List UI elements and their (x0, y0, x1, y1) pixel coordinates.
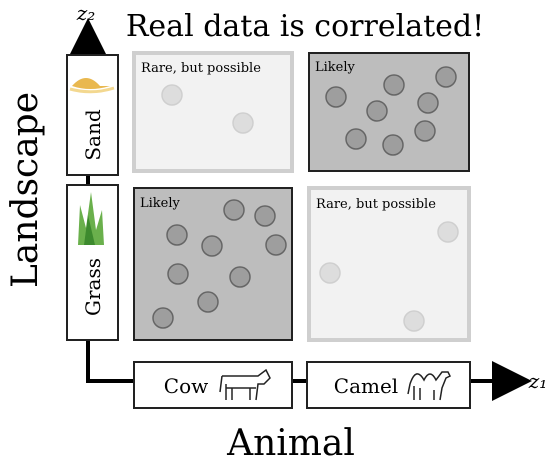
sand-icon (72, 78, 110, 89)
points (325, 66, 457, 156)
points (319, 221, 459, 332)
column-label: Camel (334, 374, 398, 398)
cow-icon (219, 368, 271, 401)
cell-label: Rare, but possible (141, 61, 261, 76)
cell-label: Likely (140, 196, 181, 211)
sand-icon (69, 86, 115, 94)
z2-symbol: z₂ (76, 1, 96, 25)
row-box (66, 54, 119, 176)
cell-label: Likely (315, 60, 356, 75)
cell-rare (132, 51, 294, 173)
cell-label: Rare, but possible (316, 197, 436, 212)
points (152, 199, 287, 329)
camel-icon (407, 371, 452, 401)
column-box (133, 361, 293, 409)
column-label: Cow (164, 374, 208, 398)
title: Real data is correlated! (126, 9, 484, 44)
grass-icon (84, 215, 95, 245)
grass-icon (78, 192, 104, 245)
points (161, 84, 254, 134)
y-axis-label: Landscape (5, 92, 46, 288)
x-axis-label: Animal (226, 423, 355, 464)
row-label: Grass (81, 258, 105, 316)
row-label: Sand (81, 109, 105, 161)
z1-symbol: z₁ (528, 369, 548, 393)
